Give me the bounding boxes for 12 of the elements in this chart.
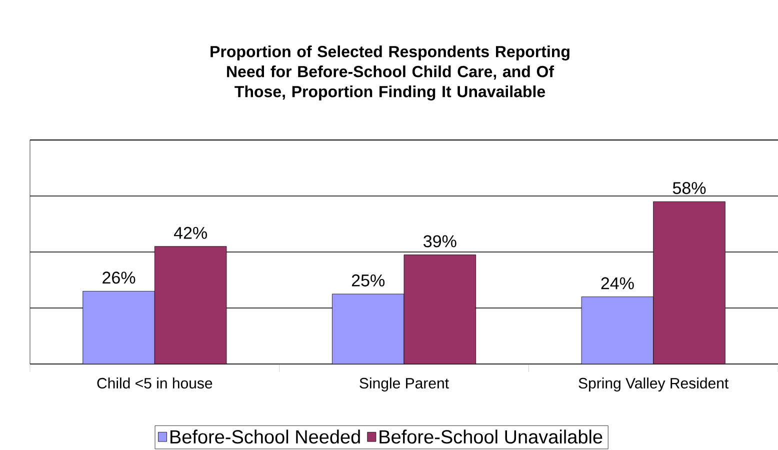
x-tick-label: Single Parent: [360, 378, 449, 392]
x-tick-label: Child <5 in house: [97, 378, 212, 389]
data-label: 39%: [424, 235, 456, 248]
legend-label: Before-School Needed: [170, 430, 360, 444]
data-label: 26%: [102, 272, 136, 284]
chart-title: Proportion of Selected Respondents Reporting Need for Before-School Child Care, and Of Those, Proportion Finding It Unavailable: [210, 46, 570, 100]
legend-label: Before-School Unavailable: [380, 430, 602, 444]
x-tick-label: Spring Valley Resident: [578, 378, 729, 392]
data-label: 25%: [352, 274, 384, 286]
data-label: 58%: [672, 182, 706, 194]
data-label: 42%: [174, 226, 207, 239]
data-label: 24%: [601, 277, 634, 290]
